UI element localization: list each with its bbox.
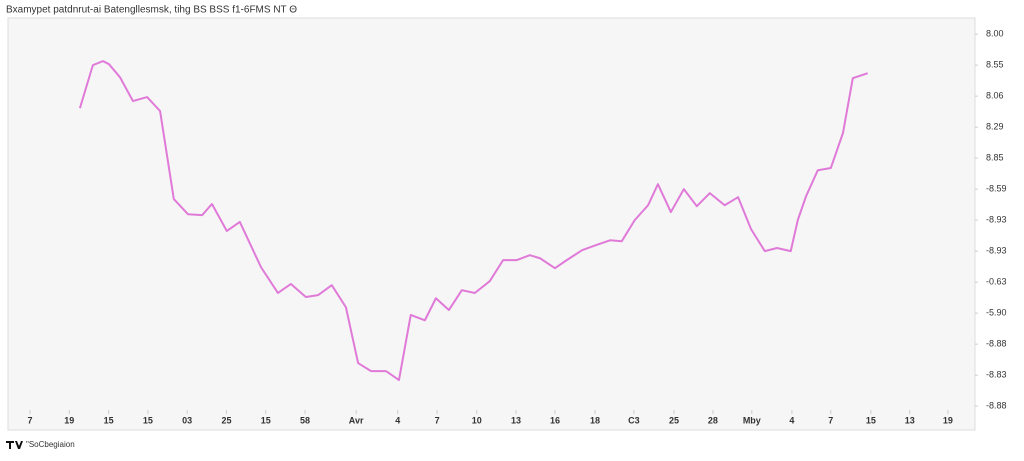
x-tick-label: 19	[64, 415, 74, 425]
y-tick-label: -5.90	[986, 308, 1007, 318]
x-tick-label: 15	[104, 415, 114, 425]
x-tick-label: 4	[395, 415, 400, 425]
x-tick-label: 4	[789, 415, 794, 425]
x-tick-label: 15	[866, 415, 876, 425]
y-tick-label: -8.88	[986, 401, 1007, 411]
x-tick-label: 18	[590, 415, 600, 425]
y-tick-label: 8.55	[986, 59, 1004, 69]
y-tick-label: -0.63	[986, 277, 1007, 287]
x-tick-label: 16	[550, 415, 560, 425]
logo	[6, 441, 23, 449]
plot-area	[7, 17, 976, 431]
x-tick-label: 03	[182, 415, 192, 425]
y-tick-label: 8.29	[986, 121, 1004, 131]
x-tick-label: 28	[708, 415, 718, 425]
x-tick-label: 25	[221, 415, 231, 425]
x-tick-label: 15	[143, 415, 153, 425]
x-tick-label: 25	[669, 415, 679, 425]
x-tick-label: 10	[472, 415, 482, 425]
chart-title: Bxamypet patdnrut-ai Batengllesmsk, tihg…	[6, 5, 297, 16]
x-tick-label: 13	[905, 415, 915, 425]
x-tick-label: 7	[435, 415, 440, 425]
y-tick-label: 8.85	[986, 152, 1004, 162]
x-tick-label: Avr	[349, 415, 364, 425]
x-tick-label: Mby	[743, 415, 761, 425]
x-tick-label: 13	[511, 415, 521, 425]
y-tick-label: -8.59	[986, 183, 1007, 193]
y-tick-label: -8.93	[986, 246, 1007, 256]
y-tick-label: 8.06	[986, 90, 1004, 100]
x-tick-label: 58	[300, 415, 310, 425]
x-tick-label: 15	[261, 415, 271, 425]
x-tick-label: 7	[27, 415, 32, 425]
line	[78, 60, 869, 382]
y-tick-label: -8.93	[986, 214, 1007, 224]
y-tick-label: -8.83	[986, 370, 1007, 380]
x-tick-label: 19	[943, 415, 953, 425]
x-tick-label: C3	[628, 415, 640, 425]
watermark: "SoCbegiaion	[26, 440, 75, 449]
y-tick-label: 8.00	[986, 28, 1004, 38]
x-tick-label: 7	[828, 415, 833, 425]
y-tick-label: -8.88	[986, 339, 1007, 349]
